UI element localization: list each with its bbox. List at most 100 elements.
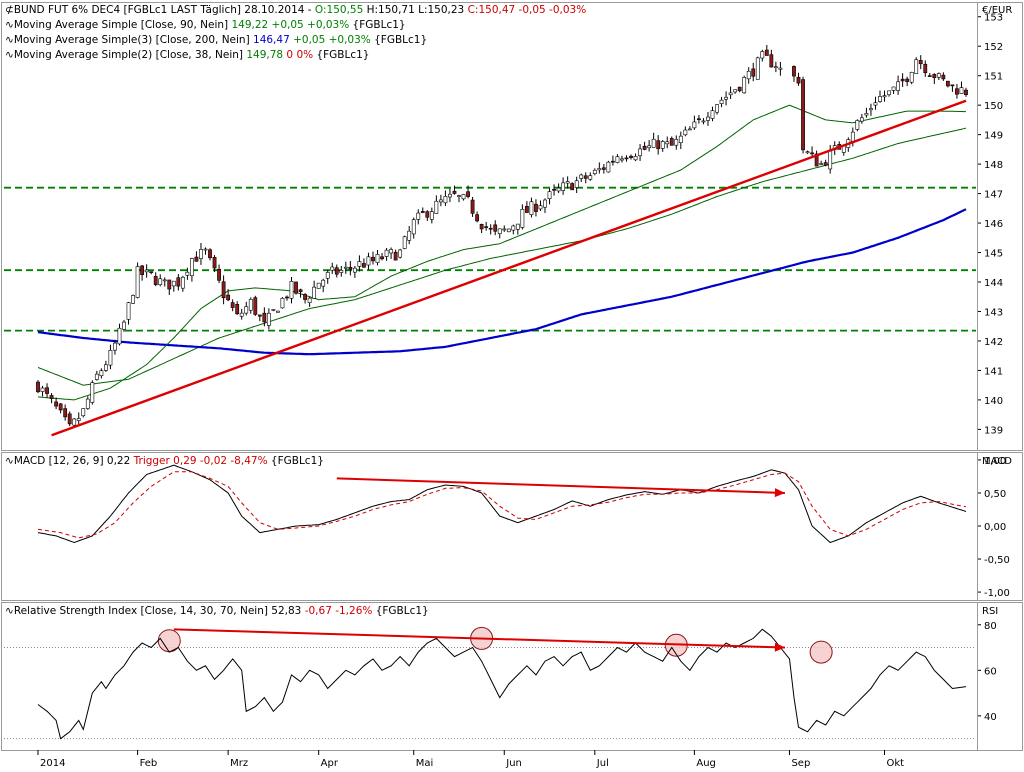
price-y-tick-label: 148 [984,160,1003,171]
price-legend-line-1-segment: C:150,47 -0,05 -0,03% [468,4,587,16]
candle-body [855,120,860,130]
candle-body [457,195,461,197]
candle-body [438,199,443,203]
candle-body [592,169,597,174]
candle-body [697,118,701,121]
price-legend-line-3-segment: 146,47 [253,34,290,46]
candle-body [792,66,796,77]
candle-body [448,193,452,198]
candle-body [475,214,480,222]
candle-body [814,153,819,167]
candle-body [357,261,362,267]
candle-body [429,211,434,220]
price-legend-line-2-icon: ∿ [5,19,14,31]
candle-body [941,74,946,80]
rsi-legend-line-icon: ∿ [5,605,14,617]
candle-body [828,150,833,170]
candle-body [601,167,606,170]
price-y-tick-label: 149 [984,131,1003,142]
macd-legend-line-segment: Trigger 0,29 -0,02 -8,47% [133,455,268,467]
rsi-divergence-arrow-shaft [173,628,785,649]
price-y-tick-label: 153 [984,13,1003,24]
candle-body [402,236,407,249]
candle-body [312,286,317,299]
candle-body [316,282,321,289]
candle-body [520,209,525,228]
candle-body [190,258,194,276]
candle-body [108,349,113,366]
candle-body [407,230,412,241]
candle-body [669,138,674,146]
candle-body [823,162,828,166]
rsi-panel: RSI 80 60 40 [4,606,998,740]
candle-body [321,279,326,287]
candle-body [285,296,289,299]
price-legend-line-3: ∿Moving Average Simple(3) [Close, 200, N… [5,34,427,46]
price-legend-line-4: ∿Moving Average Simple(2) [Close, 38, Ne… [5,49,370,61]
candle-body [660,141,665,149]
candle-body [343,266,348,269]
candle-body [434,200,439,214]
x-axis-tick-label: Mrz [230,758,248,768]
price-y-tick-label: 147 [984,190,1003,201]
macd-legend-line-segment: {FGBLc1} [268,455,324,467]
price-legend-line-3-icon: ∿ [5,34,14,46]
candle-body [298,289,303,292]
x-axis-tick-label: Jun [505,758,522,768]
candle-body [891,86,896,91]
candle-body [420,211,425,213]
x-axis-tick-label: Aug [696,758,716,768]
rsi-peak-marker [809,640,833,664]
candle-body [380,256,384,260]
price-y-tick-label: 144 [984,278,1003,289]
candle-body [54,401,59,407]
candle-body [411,219,416,235]
candle-body [271,309,276,311]
x-axis-tick-label: Apr [321,758,339,768]
candle-body [638,148,642,157]
candle-body [67,413,72,425]
candle-body [882,95,887,98]
candle-body [642,145,647,150]
x-axis-tick-label: 2014 [40,758,65,768]
candle-body [719,99,724,104]
candle-body [764,49,769,56]
candle-body [570,183,575,191]
candle-body [651,138,656,148]
candle-body [869,108,873,111]
candle-body [221,281,226,299]
candle-body [294,281,298,294]
candle-body [796,76,801,84]
price-legend-line-4-segment: Moving Average Simple(2) [Close, 38, Nei… [14,49,247,61]
candle-body [126,302,131,320]
candle-body [561,182,566,191]
candle-body [683,129,688,136]
price-legend-line-4-icon: ∿ [5,49,14,61]
x-axis-tick-label: Okt [887,758,905,768]
candle-body [493,224,498,232]
candle-body [307,297,312,303]
candle-body [665,141,670,145]
rsi-divergence-arrow [173,628,785,652]
candle-body [366,256,371,266]
candle-body [538,205,543,210]
candle-body [751,68,756,77]
macd-legend-line: ∿MACD [12, 26, 9] 0,22 Trigger 0,29 -0,0… [5,455,324,467]
candle-body [144,269,149,273]
candle-body [257,314,262,317]
candle-body [348,266,353,270]
candle-body [135,266,140,298]
candle-body [959,87,964,94]
price-y-tick-label: 139 [984,425,1003,436]
panel-headers: ⊄BUND FUT 6% DEC4 [FGBLc1 LAST Täglich] … [5,4,586,617]
price-legend-line-4-segment: 0 0% [283,49,313,61]
macd-unit-label: MACD [982,456,1012,467]
rsi-line [37,628,967,740]
candle-body [180,276,185,289]
candle-body [176,277,181,287]
panel-frame-2 [1,452,1023,601]
candle-body [479,223,484,230]
candle-body [117,327,122,345]
price-legend-line-3-segment: {FGBLc1} [371,34,427,46]
